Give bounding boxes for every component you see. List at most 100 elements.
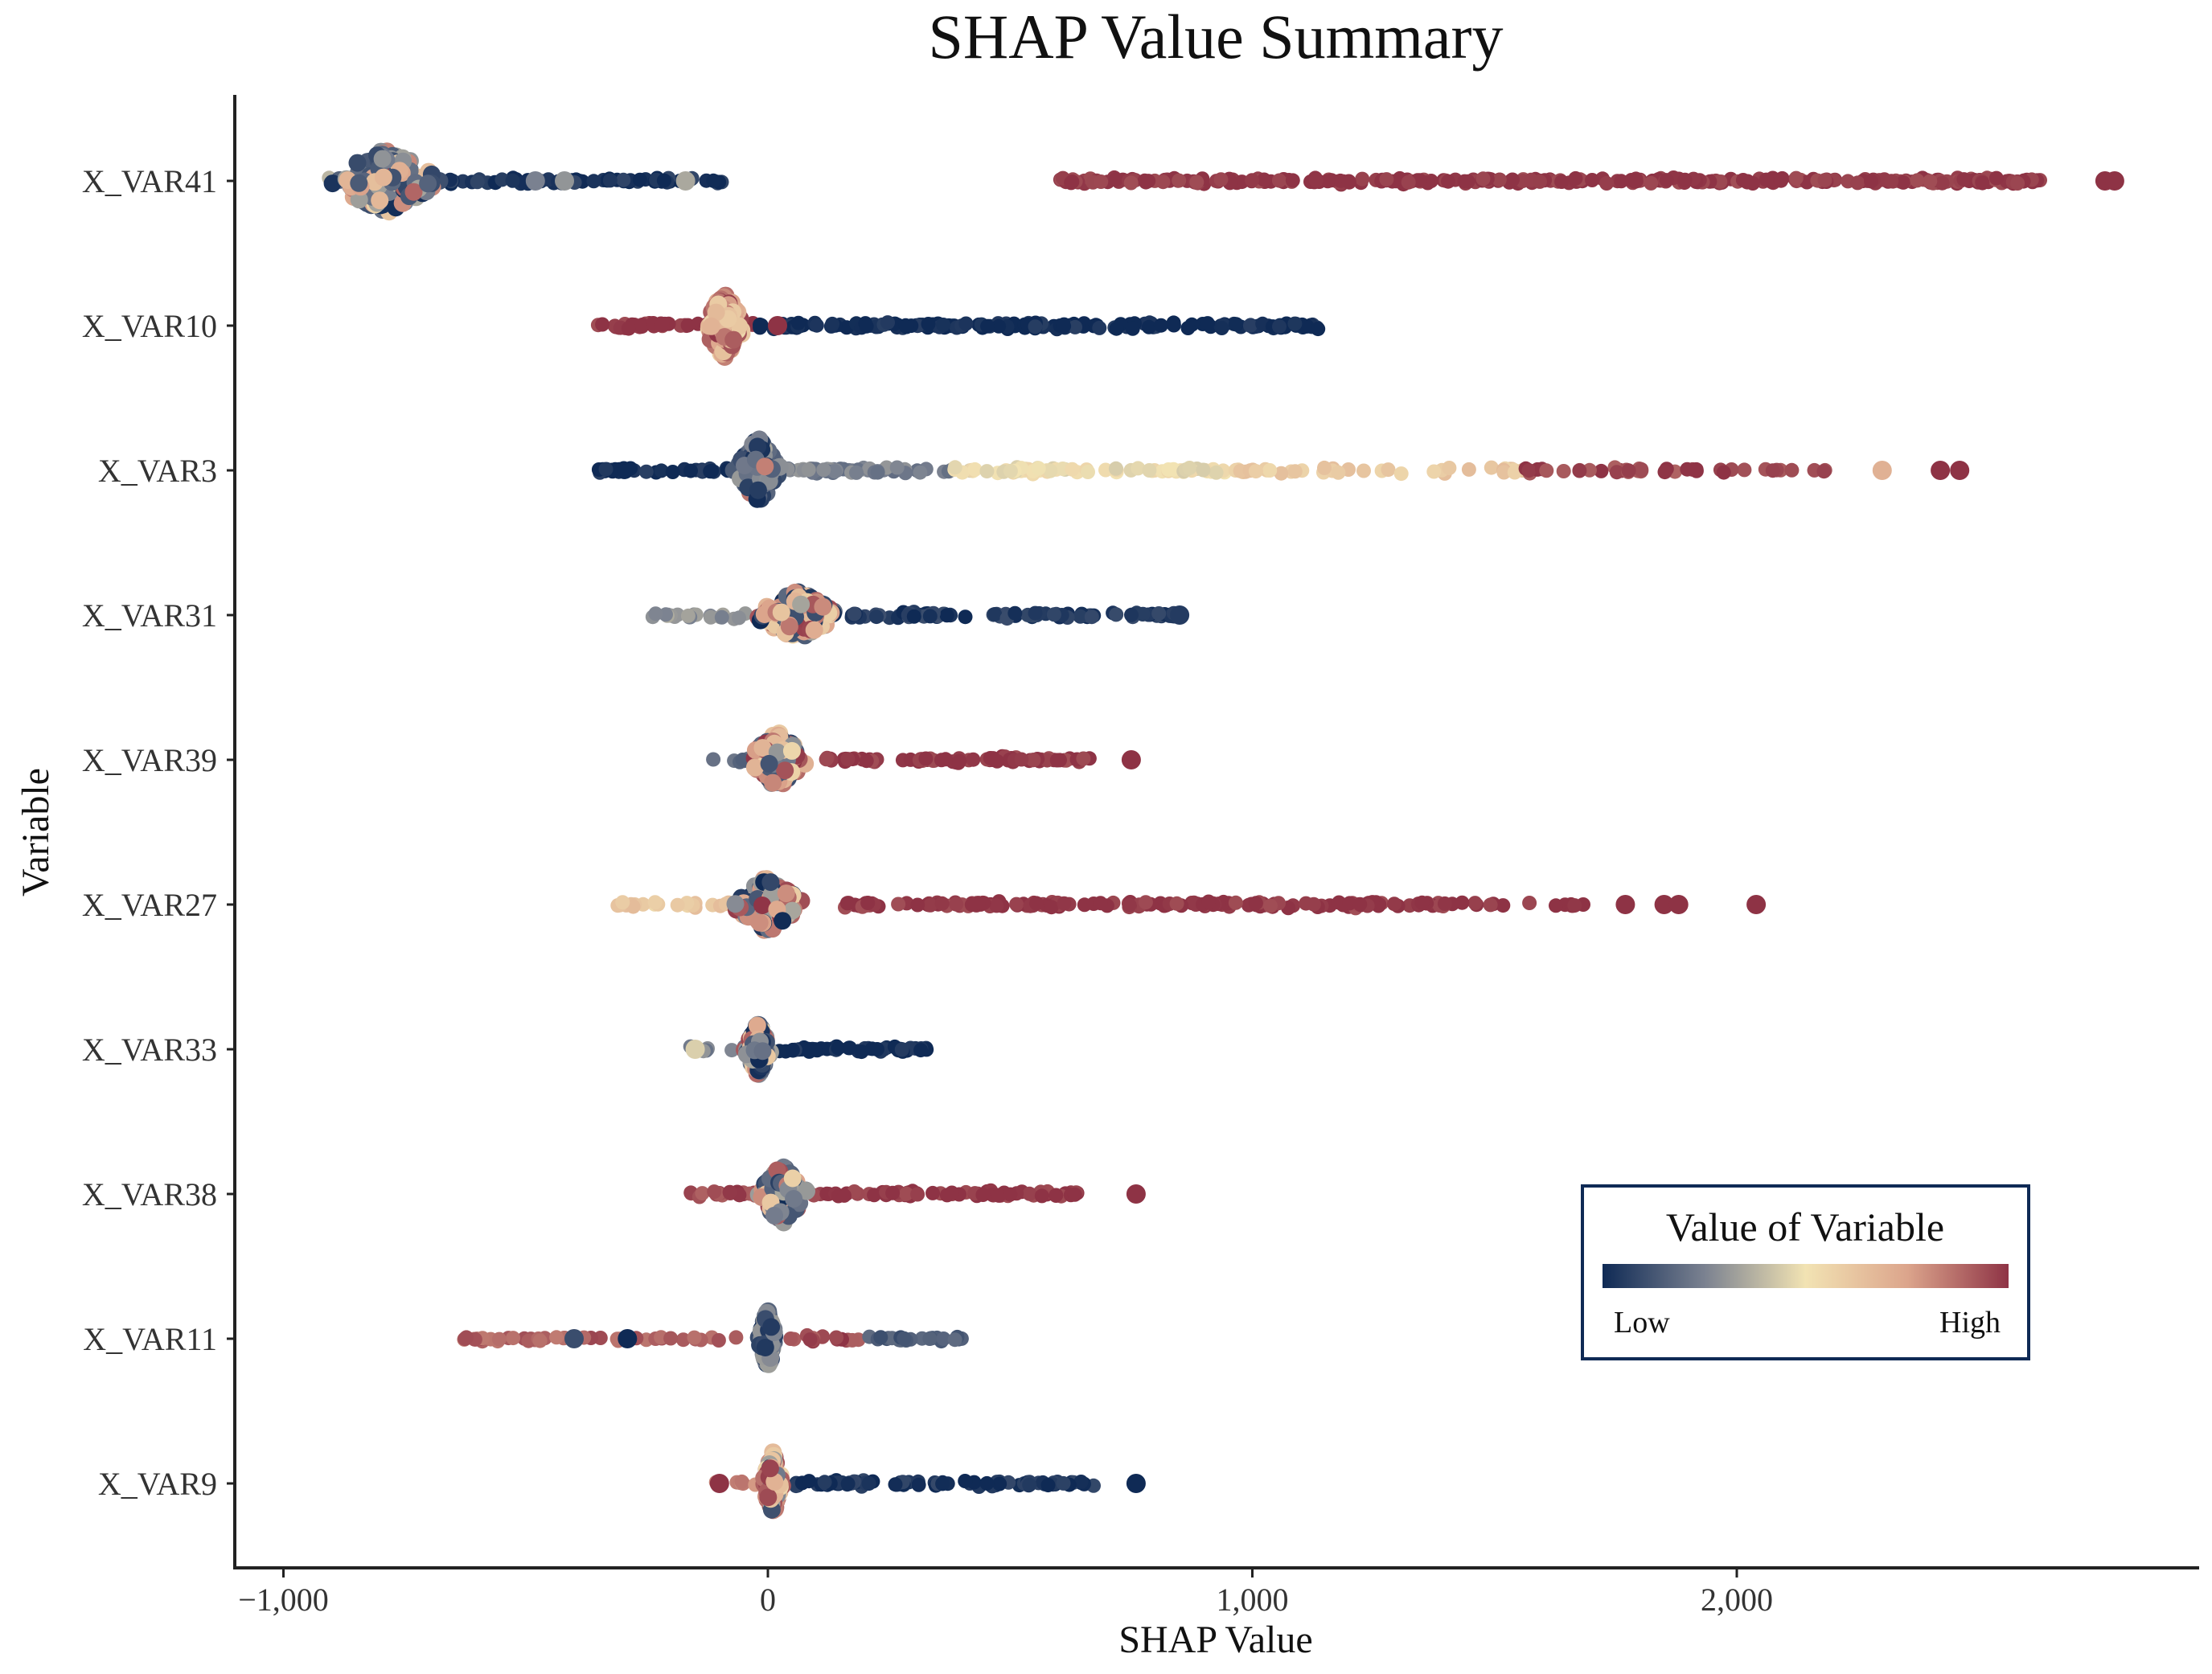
legend-title: Value of Variable bbox=[1666, 1204, 1944, 1249]
x-var31-point bbox=[869, 609, 884, 625]
x-var41-point bbox=[1745, 176, 1760, 191]
x-var3-point bbox=[703, 464, 718, 479]
x-var41-point bbox=[1505, 172, 1520, 187]
x-var38-point bbox=[885, 1185, 901, 1200]
x-var41-point bbox=[1850, 175, 1865, 191]
x-var10-point bbox=[1125, 321, 1140, 336]
y-tick-label-x-var31: X_VAR31 bbox=[82, 597, 217, 634]
x-var39-body-point bbox=[746, 758, 764, 777]
x-var9-outlier-point bbox=[1126, 1474, 1146, 1493]
x-var31-point bbox=[922, 609, 938, 624]
x-var10-point bbox=[680, 318, 696, 333]
x-var3-point bbox=[849, 465, 864, 480]
x-var27-body-point bbox=[777, 884, 795, 903]
x-var41-point bbox=[1956, 172, 1972, 187]
x-var31-point bbox=[1135, 606, 1151, 622]
x-var10-point bbox=[899, 319, 914, 334]
x-var9-point bbox=[1056, 1475, 1071, 1491]
x-var31-point bbox=[732, 610, 746, 626]
x-var41-point bbox=[1285, 173, 1300, 188]
x-var10-point bbox=[809, 318, 824, 333]
x-var10-body-point bbox=[707, 303, 725, 322]
x-var27-body-point bbox=[761, 873, 780, 892]
x-var41-point bbox=[1245, 173, 1260, 188]
x-var41-point bbox=[1308, 173, 1324, 188]
x-var41-point bbox=[1884, 174, 1899, 189]
x-var3-point bbox=[1572, 463, 1587, 478]
x-var27-point bbox=[670, 897, 685, 913]
x-var38-point bbox=[939, 1188, 954, 1203]
x-var38-point bbox=[991, 1188, 1007, 1203]
x-var38-point bbox=[707, 1184, 722, 1200]
x-var11-point bbox=[873, 1330, 888, 1345]
x-var41-point bbox=[1935, 175, 1950, 191]
x-var10-point bbox=[753, 318, 769, 333]
x-var9-point bbox=[911, 1477, 926, 1492]
x-var41-point bbox=[1923, 174, 1938, 189]
x-var3-point bbox=[1484, 460, 1499, 475]
x-var27-point bbox=[647, 895, 663, 910]
x-var39-point bbox=[918, 751, 934, 766]
x-var38-point bbox=[695, 1186, 710, 1201]
x-var38-point bbox=[1049, 1188, 1064, 1203]
x-var39-point bbox=[706, 752, 721, 767]
x-var3-point bbox=[1209, 465, 1224, 480]
x-var31-point bbox=[1124, 607, 1139, 622]
x-var39-body-point bbox=[760, 754, 778, 773]
x-var9-point bbox=[992, 1476, 1008, 1491]
x-var27-point bbox=[1483, 897, 1498, 913]
x-var38-point bbox=[925, 1185, 940, 1200]
x-var3-point bbox=[1461, 462, 1476, 477]
x-var3-point bbox=[1108, 461, 1123, 476]
x-var31-point bbox=[958, 609, 973, 625]
x-var41-point bbox=[1599, 176, 1615, 191]
x-var9-point bbox=[1040, 1478, 1056, 1493]
x-var27-point bbox=[1248, 896, 1263, 911]
x-var41-point bbox=[1320, 174, 1336, 189]
x-var11-point bbox=[663, 1331, 679, 1346]
x-var10-point bbox=[1311, 322, 1326, 337]
x-var31-point bbox=[1109, 607, 1124, 622]
x-var31-point bbox=[648, 606, 663, 622]
x-var41-point bbox=[1628, 174, 1644, 189]
x-var11-outlier-point bbox=[564, 1329, 584, 1348]
x-var38-body-point bbox=[783, 1169, 802, 1188]
x-var10-point bbox=[1028, 319, 1043, 334]
x-var11-outlier-point bbox=[618, 1329, 638, 1348]
x-var11-point bbox=[491, 1331, 507, 1347]
x-var41-point bbox=[1864, 174, 1878, 189]
x-var3-point bbox=[870, 465, 885, 480]
y-tick-label-x-var27: X_VAR27 bbox=[82, 887, 217, 923]
x-var41-point bbox=[586, 174, 601, 189]
x-var3-outlier-point bbox=[1931, 461, 1951, 480]
x-var10-body-point bbox=[724, 330, 743, 349]
x-var3-body-point bbox=[756, 457, 774, 476]
x-var33-point bbox=[785, 1042, 800, 1057]
x-var10-point bbox=[621, 321, 636, 336]
x-var39-point bbox=[1049, 753, 1065, 768]
x-var3-outlier-point bbox=[1872, 461, 1892, 480]
x-var39-point bbox=[952, 753, 967, 769]
x-var38-body-point bbox=[765, 1206, 783, 1225]
x-var41-point bbox=[1271, 173, 1287, 188]
x-var27-point bbox=[1201, 894, 1217, 909]
x-var27-point bbox=[1414, 895, 1430, 910]
x-var41-point bbox=[1412, 173, 1427, 188]
x-var39-point bbox=[819, 752, 834, 767]
x-var11-point bbox=[783, 1331, 798, 1346]
x-var39-point bbox=[859, 753, 874, 769]
x-var3-point bbox=[1161, 462, 1176, 477]
x-var10-point bbox=[958, 316, 974, 331]
x-var41-body-point bbox=[348, 154, 367, 172]
x-var27-point bbox=[1029, 896, 1044, 911]
x-var27-outlier-point bbox=[1746, 895, 1767, 914]
x-var3-point bbox=[1496, 465, 1512, 480]
x-var3-point bbox=[1634, 462, 1649, 477]
x-var9-point bbox=[888, 1477, 903, 1492]
x-var41-point bbox=[1896, 174, 1910, 190]
x-var27-point bbox=[615, 895, 630, 910]
x-var38-point bbox=[867, 1188, 882, 1203]
x-var39-point bbox=[934, 753, 949, 768]
x-var27-point bbox=[1352, 896, 1368, 912]
x-var38-point bbox=[1003, 1187, 1018, 1202]
